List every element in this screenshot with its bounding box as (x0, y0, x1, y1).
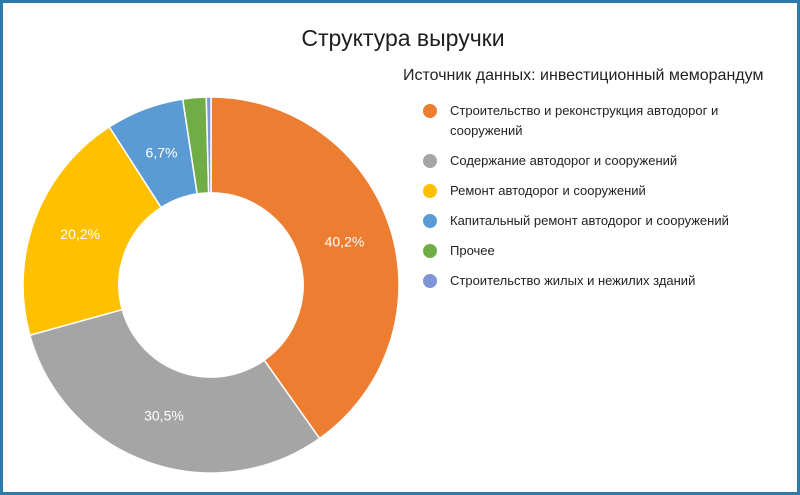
legend-label: Ремонт автодорог и сооружений (450, 183, 646, 198)
legend-item: Капитальный ремонт автодорог и сооружени… (421, 211, 793, 231)
donut-slice (22, 125, 163, 337)
legend-marker-icon (423, 104, 437, 118)
legend-marker-icon (423, 184, 437, 198)
legend-item: Прочее (421, 241, 793, 261)
donut-slice (28, 308, 321, 474)
legend-marker-icon (423, 244, 437, 258)
legend-item: Строительство жилых и нежилих зданий (421, 271, 793, 291)
chart-title: Структура выручки (301, 25, 505, 51)
legend-label: Строительство и реконструкция автодорог … (450, 103, 719, 138)
chart-legend: Строительство и реконструкция автодорог … (421, 101, 793, 291)
legend-label: Строительство жилых и нежилих зданий (450, 273, 696, 288)
legend-marker-icon (423, 274, 437, 288)
legend-item: Ремонт автодорог и сооружений (421, 181, 793, 201)
donut-slice (210, 96, 400, 440)
legend-marker-icon (423, 214, 437, 228)
legend-label: Прочее (450, 243, 495, 258)
legend-label: Содержание автодорог и сооружений (450, 153, 678, 168)
slice-data-label: 20,2% (60, 226, 100, 242)
slice-data-label: 30,5% (144, 408, 184, 424)
legend-marker-icon (423, 154, 437, 168)
slice-data-label: 40,2% (325, 233, 365, 249)
legend-item: Содержание автодорог и сооружений (421, 151, 793, 171)
donut-chart: 40,2% 30,5% 20,2% 6,7% (22, 96, 400, 474)
legend-label: Капитальный ремонт автодорог и сооружени… (450, 213, 729, 228)
chart-subtitle: Источник данных: инвестиционный меморанд… (403, 67, 764, 84)
legend-item: Строительство и реконструкция автодорог … (421, 101, 793, 141)
slice-data-label: 6,7% (146, 145, 178, 161)
donut-slice (205, 96, 212, 194)
